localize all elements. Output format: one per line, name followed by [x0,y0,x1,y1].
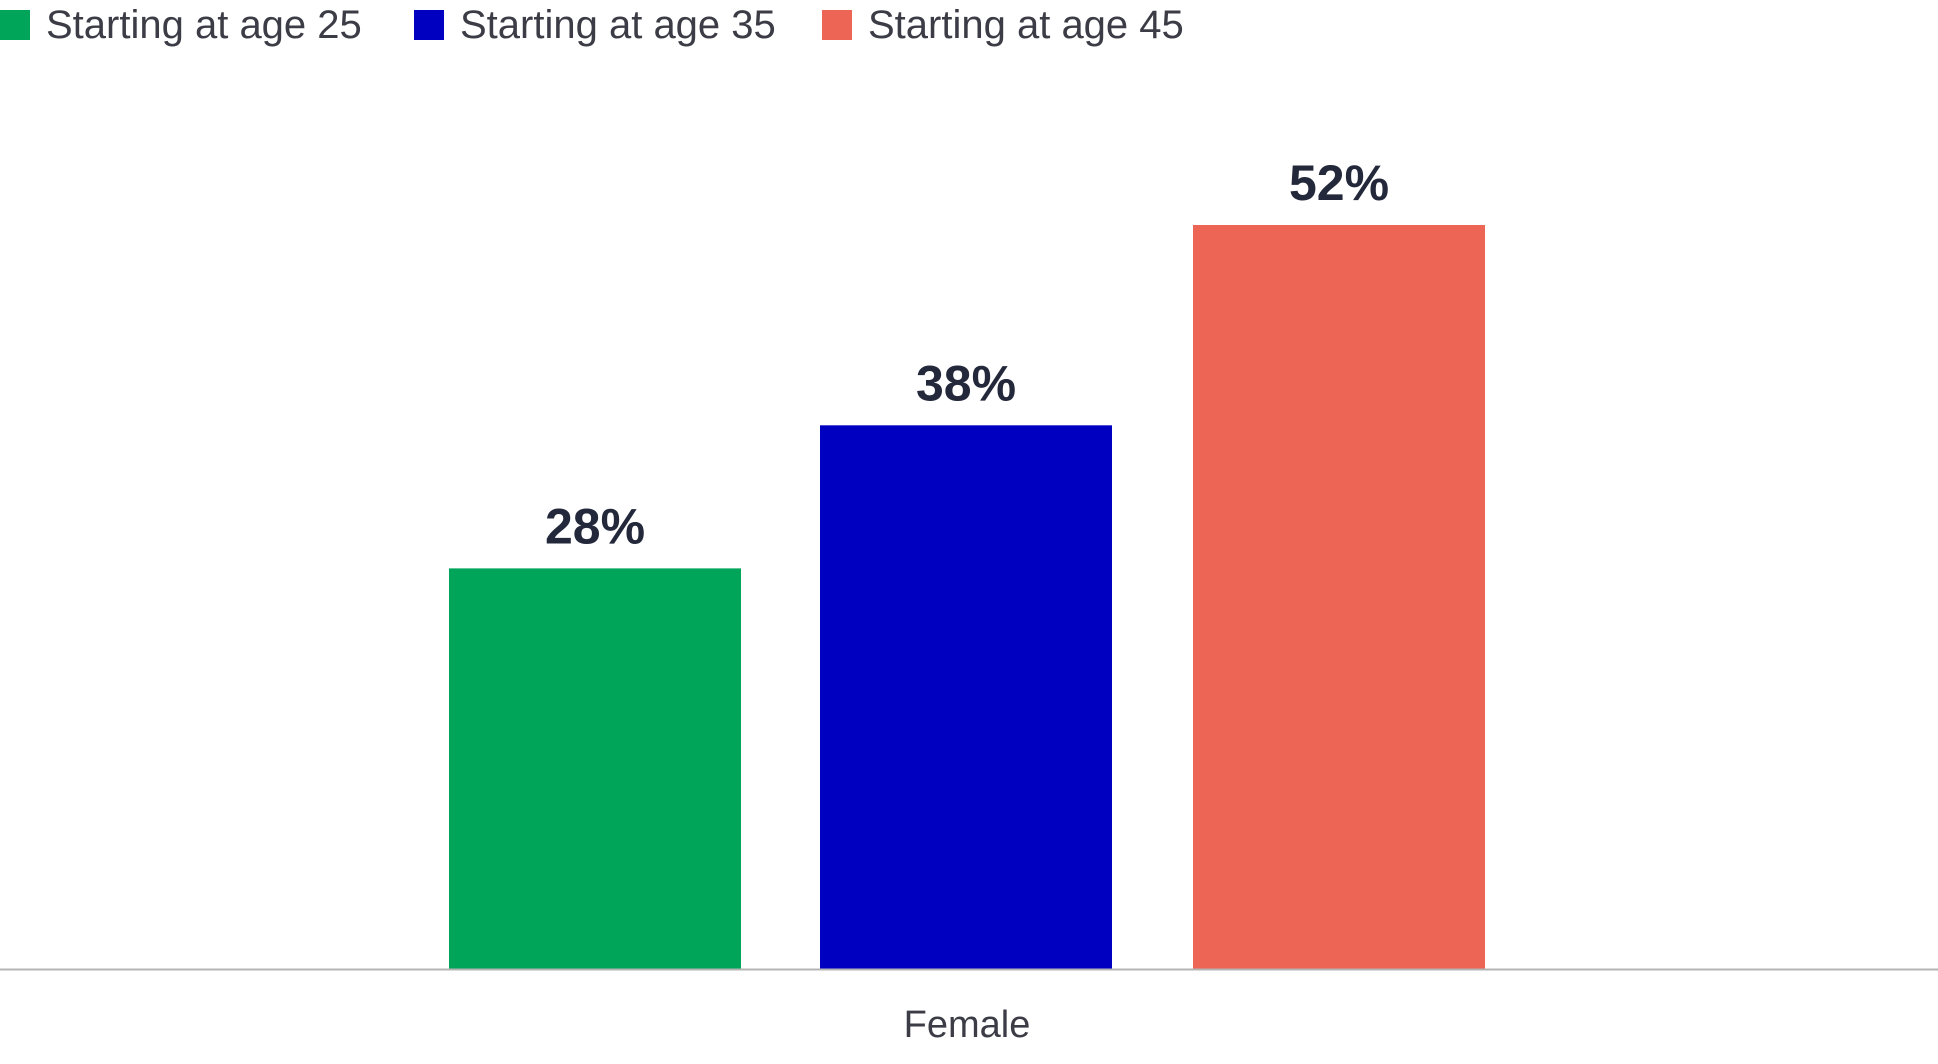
legend-swatch-1 [0,10,30,40]
bar-3 [1193,225,1485,969]
legend-swatch-2 [414,10,444,40]
bar-series-group [449,225,1485,969]
legend-label-2: Starting at age 35 [460,3,776,47]
legend-label-1: Starting at age 25 [46,3,362,47]
bar-1 [449,568,741,969]
value-labels-group: 28% 38% 52% [545,155,1389,554]
value-label-3: 52% [1289,155,1389,211]
x-axis-tick-labels: Female [904,1004,1031,1046]
value-label-1: 28% [545,498,645,554]
value-label-2: 38% [916,355,1016,411]
x-tick-label-1: Female [904,1004,1031,1046]
bar-2 [820,425,1112,969]
legend-swatch-3 [822,10,852,40]
legend-label-3: Starting at age 45 [868,3,1184,47]
legend: Starting at age 25 Starting at age 35 Star… [0,3,1184,47]
